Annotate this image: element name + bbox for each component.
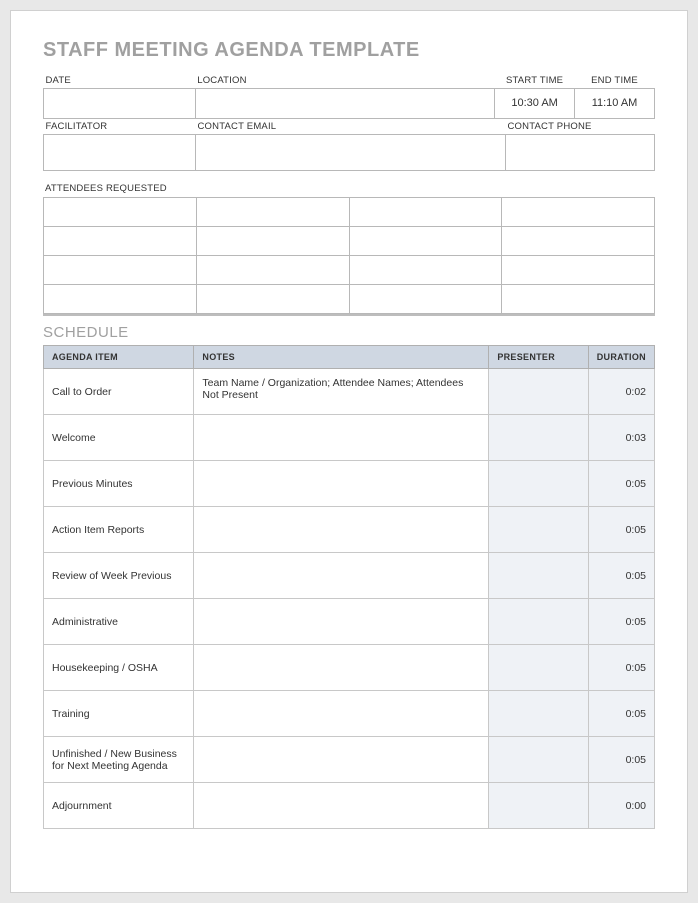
schedule-row: Welcome 0:03 [44,415,655,461]
presenter-cell[interactable] [489,369,588,415]
duration-cell[interactable]: 0:05 [588,737,654,783]
agenda-item-cell[interactable]: Housekeeping / OSHA [44,645,194,691]
schedule-row: Review of Week Previous 0:05 [44,553,655,599]
attendee-cell[interactable] [44,198,197,227]
schedule-row: Unfinished / New Business for Next Meeti… [44,737,655,783]
attendee-cell[interactable] [44,256,197,285]
facilitator-label: FACILITATOR [44,119,196,135]
notes-cell[interactable] [194,645,489,691]
meta-table-2: FACILITATOR CONTACT EMAIL CONTACT PHONE [43,119,655,172]
presenter-cell[interactable] [489,461,588,507]
attendee-cell[interactable] [502,256,655,285]
facilitator-input[interactable] [44,135,196,171]
schedule-row: Housekeeping / OSHA 0:05 [44,645,655,691]
presenter-cell[interactable] [489,691,588,737]
notes-cell[interactable] [194,691,489,737]
attendee-cell[interactable] [502,227,655,256]
agenda-item-cell[interactable]: Call to Order [44,369,194,415]
duration-cell[interactable]: 0:00 [588,783,654,829]
document-page: STAFF MEETING AGENDA TEMPLATE DATE LOCAT… [10,10,688,893]
notes-cell[interactable]: Team Name / Organization; Attendee Names… [194,369,489,415]
presenter-cell[interactable] [489,599,588,645]
notes-cell[interactable] [194,553,489,599]
notes-cell[interactable] [194,507,489,553]
schedule-row: Training 0:05 [44,691,655,737]
attendee-cell[interactable] [502,285,655,314]
agenda-item-cell[interactable]: Previous Minutes [44,461,194,507]
contact-email-label: CONTACT EMAIL [196,119,506,135]
agenda-item-cell[interactable]: Review of Week Previous [44,553,194,599]
attendee-cell[interactable] [349,198,502,227]
meta-table-1: DATE LOCATION START TIME END TIME 10:30 … [43,72,655,119]
notes-cell[interactable] [194,599,489,645]
end-time-input[interactable]: 11:10 AM [575,88,655,118]
notes-cell[interactable] [194,461,489,507]
agenda-item-cell[interactable]: Administrative [44,599,194,645]
presenter-cell[interactable] [489,645,588,691]
duration-cell[interactable]: 0:05 [588,461,654,507]
attendee-cell[interactable] [196,198,349,227]
date-label: DATE [44,72,196,88]
col-presenter: PRESENTER [489,346,588,369]
attendee-cell[interactable] [44,227,197,256]
presenter-cell[interactable] [489,783,588,829]
contact-phone-label: CONTACT PHONE [506,119,655,135]
attendee-cell[interactable] [349,227,502,256]
date-input[interactable] [44,88,196,118]
duration-cell[interactable]: 0:02 [588,369,654,415]
start-time-input[interactable]: 10:30 AM [495,88,575,118]
location-input[interactable] [195,88,494,118]
page-title: STAFF MEETING AGENDA TEMPLATE [43,39,655,62]
end-time-label: END TIME [575,72,655,88]
agenda-item-cell[interactable]: Adjournment [44,783,194,829]
duration-cell[interactable]: 0:05 [588,553,654,599]
presenter-cell[interactable] [489,415,588,461]
col-notes: NOTES [194,346,489,369]
duration-cell[interactable]: 0:05 [588,645,654,691]
schedule-row: Action Item Reports 0:05 [44,507,655,553]
agenda-item-cell[interactable]: Training [44,691,194,737]
start-time-label: START TIME [495,72,575,88]
attendee-cell[interactable] [44,285,197,314]
attendees-label: ATTENDEES REQUESTED [43,181,655,197]
presenter-cell[interactable] [489,553,588,599]
notes-cell[interactable] [194,783,489,829]
schedule-row: Call to OrderTeam Name / Organization; A… [44,369,655,415]
attendee-cell[interactable] [502,198,655,227]
attendee-cell[interactable] [196,227,349,256]
agenda-item-cell[interactable]: Unfinished / New Business for Next Meeti… [44,737,194,783]
presenter-cell[interactable] [489,737,588,783]
duration-cell[interactable]: 0:05 [588,599,654,645]
col-agenda-item: AGENDA ITEM [44,346,194,369]
duration-cell[interactable]: 0:03 [588,415,654,461]
attendees-table [43,197,655,314]
duration-cell[interactable]: 0:05 [588,507,654,553]
agenda-item-cell[interactable]: Action Item Reports [44,507,194,553]
contact-phone-input[interactable] [506,135,655,171]
contact-email-input[interactable] [196,135,506,171]
attendee-cell[interactable] [196,256,349,285]
schedule-title: SCHEDULE [43,324,655,341]
agenda-item-cell[interactable]: Welcome [44,415,194,461]
schedule-row: Previous Minutes 0:05 [44,461,655,507]
notes-cell[interactable] [194,415,489,461]
presenter-cell[interactable] [489,507,588,553]
schedule-table: AGENDA ITEM NOTES PRESENTER DURATION Cal… [43,345,655,829]
col-duration: DURATION [588,346,654,369]
location-label: LOCATION [195,72,494,88]
attendee-cell[interactable] [349,256,502,285]
duration-cell[interactable]: 0:05 [588,691,654,737]
schedule-row: Administrative 0:05 [44,599,655,645]
attendee-cell[interactable] [196,285,349,314]
attendee-cell[interactable] [349,285,502,314]
schedule-row: Adjournment 0:00 [44,783,655,829]
notes-cell[interactable] [194,737,489,783]
